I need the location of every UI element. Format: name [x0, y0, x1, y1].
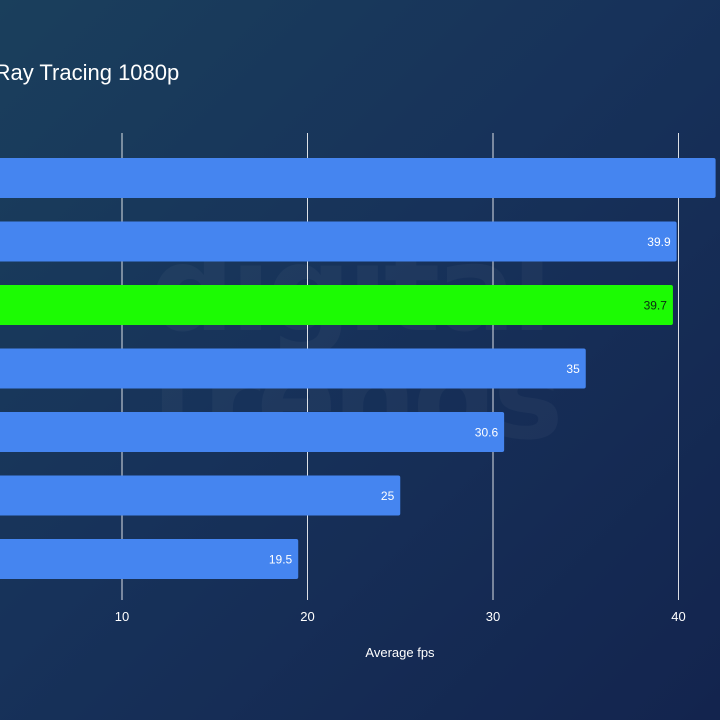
bar-value-label: 39.7: [644, 299, 668, 313]
x-tick-label: 30: [486, 609, 500, 624]
bar-value-label: 35: [566, 362, 580, 376]
bar: [0, 285, 673, 325]
bar: [0, 475, 401, 516]
bar-value-label: 25: [381, 489, 395, 503]
bar: [0, 412, 505, 452]
bar-value-label: 19.5: [269, 553, 293, 567]
bar-value-label: 30.6: [475, 426, 499, 440]
x-axis-label: Average fps: [365, 645, 435, 660]
bar: [0, 158, 716, 198]
bar: [0, 221, 677, 262]
bar: [0, 348, 586, 389]
bar: [0, 539, 299, 579]
bar-value-label: 39.9: [647, 235, 671, 249]
x-tick-label: 40: [671, 609, 685, 624]
x-tick-label: 10: [115, 609, 129, 624]
chart-title: 77 Ray Tracing 1080p: [0, 60, 180, 85]
x-tick-label: 20: [300, 609, 314, 624]
